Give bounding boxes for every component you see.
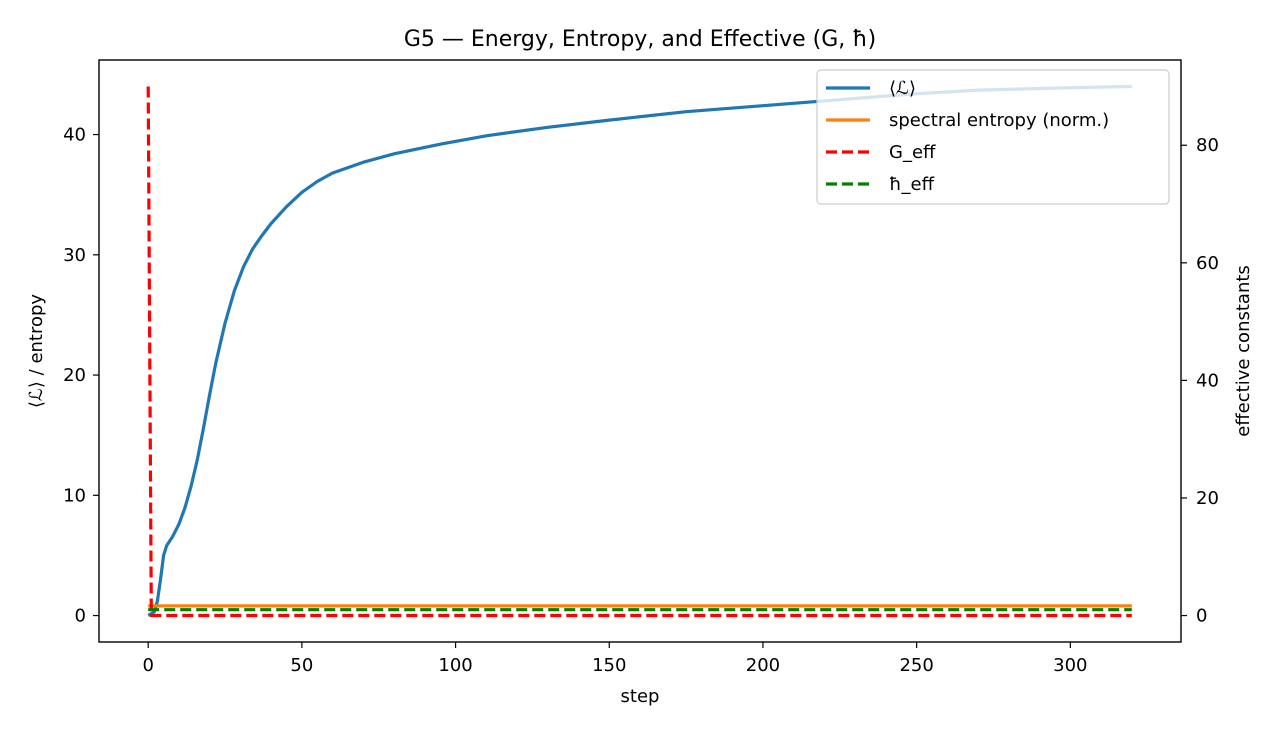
x-tick-label: 250	[899, 655, 933, 676]
plot-frame	[98, 59, 1182, 643]
series-line-2	[146, 86, 1132, 618]
y-left-tick-label: 30	[63, 245, 86, 266]
legend-label-3: ħ_eff	[889, 174, 935, 195]
legend-label-1: spectral entropy (norm.)	[889, 110, 1109, 131]
x-tick-label: 200	[746, 655, 780, 676]
y-left-tick-label: 20	[63, 365, 86, 386]
x-tick-label: 300	[1053, 655, 1087, 676]
y-left-tick-label: 40	[63, 125, 86, 146]
plot-area	[146, 84, 1132, 618]
y-axis-left-label: ⟨ℒ⟩ / entropy	[26, 294, 47, 409]
series-line-0	[147, 84, 1132, 617]
legend: ⟨ℒ⟩ spectral entropy (norm.) G_eff ħ_eff	[816, 69, 1170, 205]
legend-label-2: G_eff	[889, 142, 936, 163]
chart-title: G5 — Energy, Entropy, and Effective (G, …	[404, 27, 876, 52]
y-right-tick-label: 0	[1196, 606, 1207, 627]
x-tick-label: 0	[142, 655, 153, 676]
x-axis-label: step	[621, 686, 660, 707]
legend-label-0: ⟨ℒ⟩	[889, 78, 916, 99]
y-left-tick-label: 0	[75, 606, 86, 627]
legend-box	[816, 69, 1170, 205]
x-tick-label: 150	[592, 655, 626, 676]
x-tick-label: 50	[290, 655, 313, 676]
y-right-tick-label: 40	[1196, 370, 1219, 391]
x-tick-label: 100	[438, 655, 472, 676]
y-axis-right-label: effective constants	[1233, 265, 1254, 437]
y-right-tick-label: 80	[1196, 135, 1219, 156]
y-left-tick-label: 10	[63, 485, 86, 506]
axes: 0 50 100 150 200 250 300 0 10 20 30 40 0 20 40 60 80	[63, 125, 1219, 676]
y-right-tick-label: 20	[1196, 488, 1219, 509]
y-right-tick-label: 60	[1196, 253, 1219, 274]
